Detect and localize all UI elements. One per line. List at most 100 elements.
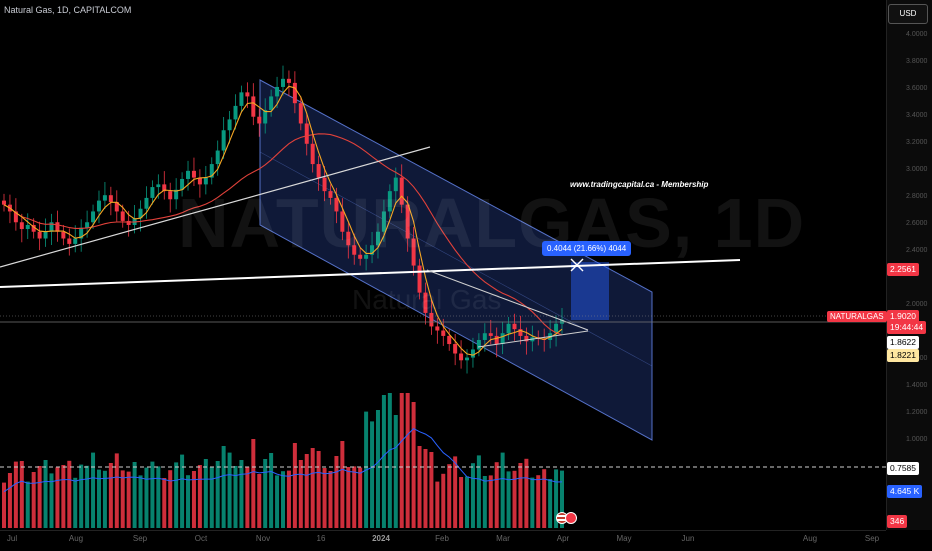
candle-body bbox=[393, 177, 398, 192]
candle-body bbox=[524, 335, 529, 342]
candle-body bbox=[221, 130, 226, 151]
price-tick-label: 3.8000 bbox=[906, 57, 928, 65]
candle-body bbox=[120, 211, 125, 221]
volume-bar bbox=[150, 461, 155, 528]
candle-body bbox=[281, 78, 285, 87]
volume-bars bbox=[2, 393, 564, 528]
time-tick-label: Mar bbox=[496, 534, 510, 543]
candle-body bbox=[239, 92, 244, 106]
volume-bar bbox=[352, 466, 357, 528]
time-axis[interactable] bbox=[0, 530, 886, 551]
countdown-label: 19:44:44 bbox=[887, 321, 927, 334]
price-tick-label: 3.0000 bbox=[906, 165, 928, 173]
candle-body bbox=[85, 222, 90, 228]
candle-body bbox=[49, 222, 54, 232]
event-flags[interactable] bbox=[556, 512, 578, 524]
candle-body bbox=[43, 231, 48, 239]
measure-cross-icon bbox=[570, 258, 584, 272]
volume-level-label: 0.7585 bbox=[887, 462, 919, 475]
candle-body bbox=[79, 227, 84, 239]
volume-bar bbox=[79, 464, 84, 528]
volume-bar bbox=[459, 477, 464, 528]
price-tick-label: 4.0000 bbox=[906, 30, 928, 38]
volume-bar bbox=[417, 446, 422, 528]
volume-bar bbox=[429, 452, 434, 528]
volume-bar bbox=[411, 402, 416, 528]
candle-body bbox=[340, 211, 345, 232]
candle-body bbox=[500, 333, 505, 345]
volume-bar bbox=[548, 479, 553, 528]
candle-body bbox=[411, 238, 416, 266]
candle-body bbox=[67, 238, 72, 244]
volume-bar bbox=[13, 461, 18, 528]
volume-bar bbox=[132, 462, 137, 528]
candle-body bbox=[197, 177, 202, 185]
volume-bar bbox=[554, 469, 559, 528]
candle-body bbox=[61, 231, 66, 239]
price-tick-label: 2.4000 bbox=[906, 247, 928, 255]
volume-bar bbox=[209, 467, 214, 528]
candle-body bbox=[370, 245, 375, 255]
time-tick-label: Jul bbox=[6, 534, 18, 543]
candle-body bbox=[447, 335, 452, 345]
symbol-price-tag: NATURALGAS bbox=[827, 311, 887, 322]
candle-body bbox=[298, 103, 303, 124]
candle-body bbox=[102, 195, 107, 201]
volume-bar bbox=[245, 466, 250, 528]
volume-bar bbox=[304, 454, 309, 528]
volume-bar bbox=[524, 458, 529, 528]
level-label-1862: 1.8622 bbox=[887, 336, 919, 349]
volume-bar bbox=[387, 393, 392, 528]
measure-label: 0.4044 (21.66%) 4044 bbox=[542, 241, 632, 256]
candle-body bbox=[73, 238, 78, 244]
triangle-top bbox=[426, 269, 589, 331]
volume-bar bbox=[144, 467, 149, 528]
volume-bar bbox=[375, 410, 380, 528]
candle-body bbox=[245, 92, 250, 97]
volume-bar bbox=[423, 449, 428, 528]
candle-body bbox=[126, 220, 131, 225]
volume-bar bbox=[560, 470, 564, 528]
rising-trendline bbox=[0, 146, 431, 268]
price-tick-label: 1.4000 bbox=[906, 382, 928, 390]
time-tick-label: Feb bbox=[435, 534, 449, 543]
volume-bar bbox=[91, 452, 96, 528]
candle-body bbox=[162, 184, 167, 192]
candle-body bbox=[322, 177, 327, 192]
volume-bar bbox=[2, 482, 6, 528]
candle-body bbox=[286, 78, 291, 83]
volume-bar bbox=[126, 471, 131, 528]
candle-body bbox=[275, 86, 280, 97]
time-tick-label: Oct bbox=[194, 534, 208, 543]
volume-bar bbox=[393, 415, 398, 528]
candle-body bbox=[417, 265, 422, 293]
volume-bar bbox=[476, 455, 481, 528]
price-tick-label: 2.8000 bbox=[906, 192, 928, 200]
candle-body bbox=[174, 189, 179, 200]
volume-bar bbox=[340, 441, 345, 528]
candle-body bbox=[459, 353, 464, 361]
candle-body bbox=[554, 323, 559, 334]
volume-bar bbox=[405, 393, 410, 528]
currency-button[interactable]: USD bbox=[888, 4, 928, 24]
volume-bar bbox=[512, 470, 517, 528]
candle-body bbox=[191, 170, 196, 178]
volume-bar bbox=[500, 452, 505, 528]
candle-body bbox=[180, 178, 185, 190]
volume-count-label: 346 bbox=[887, 515, 908, 528]
volume-bar bbox=[197, 465, 202, 528]
ma-slow-line bbox=[3, 133, 563, 336]
volume-bar bbox=[31, 472, 36, 528]
volume-bar bbox=[215, 461, 220, 528]
candle-body bbox=[96, 200, 101, 212]
price-chart[interactable] bbox=[0, 0, 886, 530]
volume-bar bbox=[162, 478, 167, 528]
volume-bar bbox=[108, 463, 113, 528]
level-label-upper: 2.2561 bbox=[887, 263, 919, 276]
volume-bar bbox=[102, 470, 107, 528]
volume-bar bbox=[506, 471, 511, 528]
time-tick-label: Aug bbox=[802, 534, 818, 543]
candle-body bbox=[269, 96, 274, 110]
price-tick-label: 2.0000 bbox=[906, 301, 928, 309]
candle-body bbox=[156, 184, 161, 188]
